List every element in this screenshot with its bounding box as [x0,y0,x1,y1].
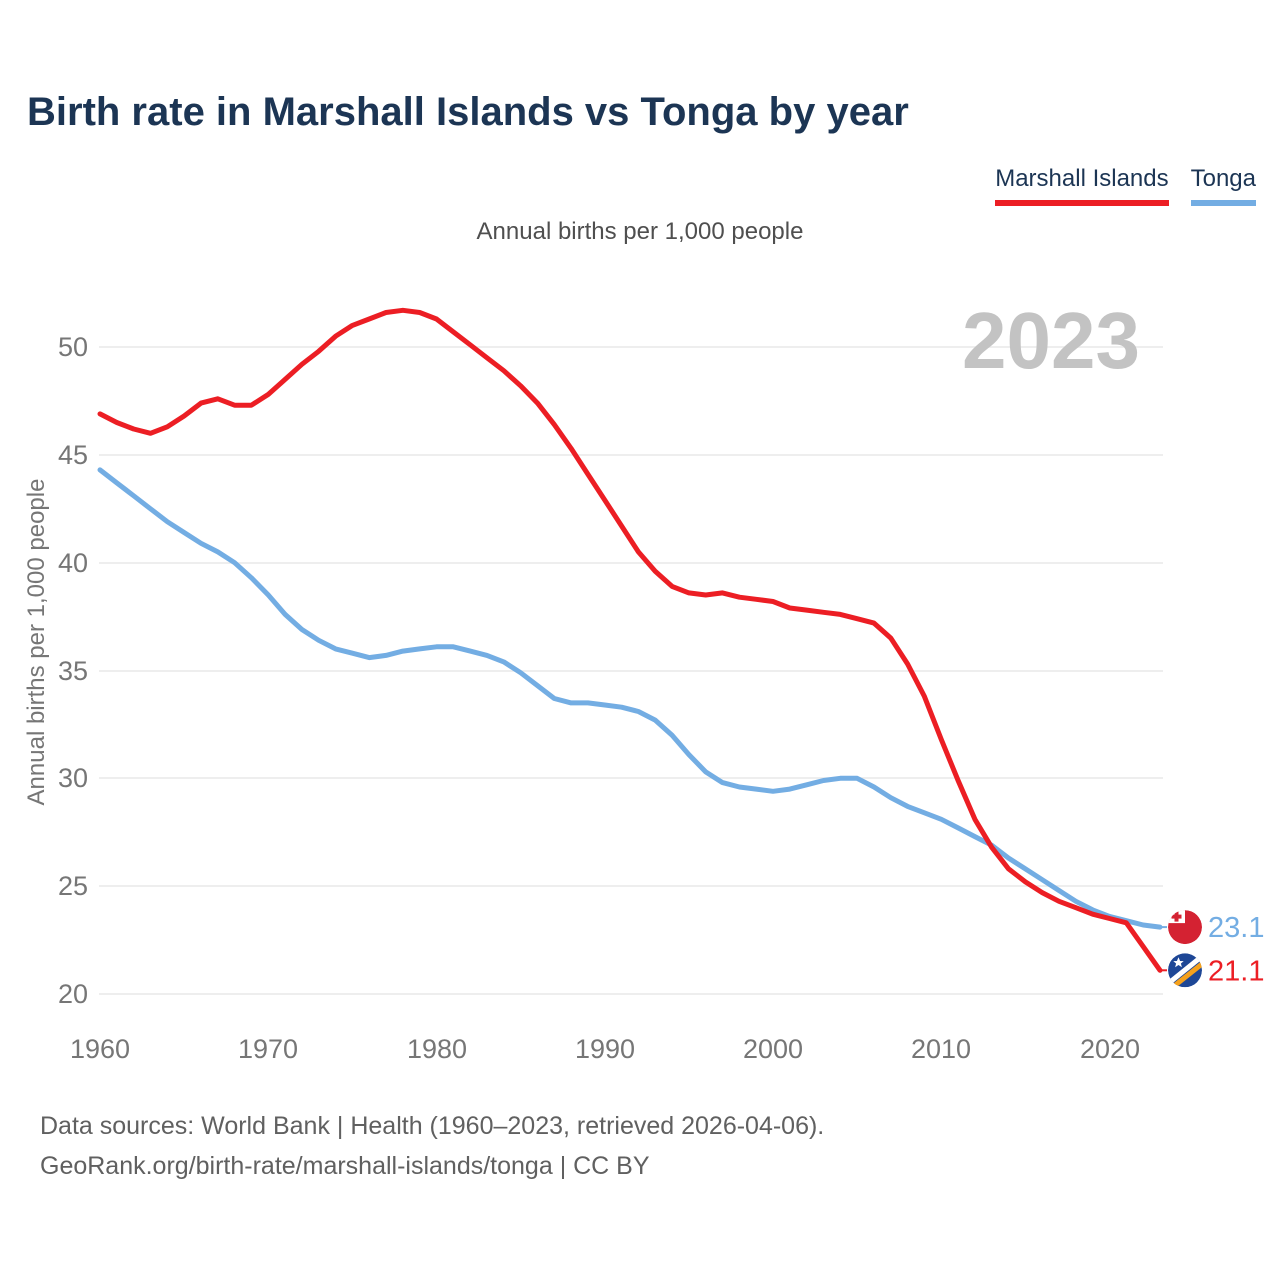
y-tick-label: 20 [58,979,88,1009]
y-tick-label: 25 [58,871,88,901]
x-tick-label: 1980 [407,1034,467,1064]
y-axis-ticks: 50 45 40 35 30 25 20 [58,332,88,1009]
y-tick-label: 40 [58,548,88,578]
footer-sources: Data sources: World Bank | Health (1960–… [40,1112,825,1140]
x-tick-label: 1990 [575,1034,635,1064]
x-tick-label: 2000 [743,1034,803,1064]
footer: Data sources: World Bank | Health (1960–… [40,1106,824,1186]
legend: Marshall Islands Tonga [995,165,1256,206]
x-axis-ticks: 1960 1970 1980 1990 2000 2010 2020 [70,1034,1140,1064]
marshall-end-value: 21.1 [1208,955,1264,987]
x-tick-label: 2010 [911,1034,971,1064]
marshall-islands-line [97,307,1163,973]
x-tick-label: 2020 [1080,1034,1140,1064]
y-tick-label: 35 [58,656,88,686]
y-tick-label: 30 [58,763,88,793]
chart-subtitle: Annual births per 1,000 people [476,218,804,245]
legend-item-marshall-islands[interactable]: Marshall Islands [995,165,1169,206]
gridlines [99,346,1163,995]
tonga-flag-icon [1168,910,1202,945]
legend-item-tonga[interactable]: Tonga [1190,165,1256,206]
tonga-end-value: 23.1 [1208,912,1264,944]
watermark-year: 2023 [962,296,1140,385]
y-axis-title: Annual births per 1,000 people [23,479,50,806]
y-tick-label: 45 [58,440,88,470]
marshall-islands-flag-icon [1168,953,1202,988]
footer-attribution: GeoRank.org/birth-rate/marshall-islands/… [40,1152,650,1180]
x-tick-label: 1960 [70,1034,130,1064]
tonga-line [97,467,1163,930]
y-tick-label: 50 [58,332,88,362]
page-title: Birth rate in Marshall Islands vs Tonga … [27,90,909,134]
x-tick-label: 1970 [238,1034,298,1064]
